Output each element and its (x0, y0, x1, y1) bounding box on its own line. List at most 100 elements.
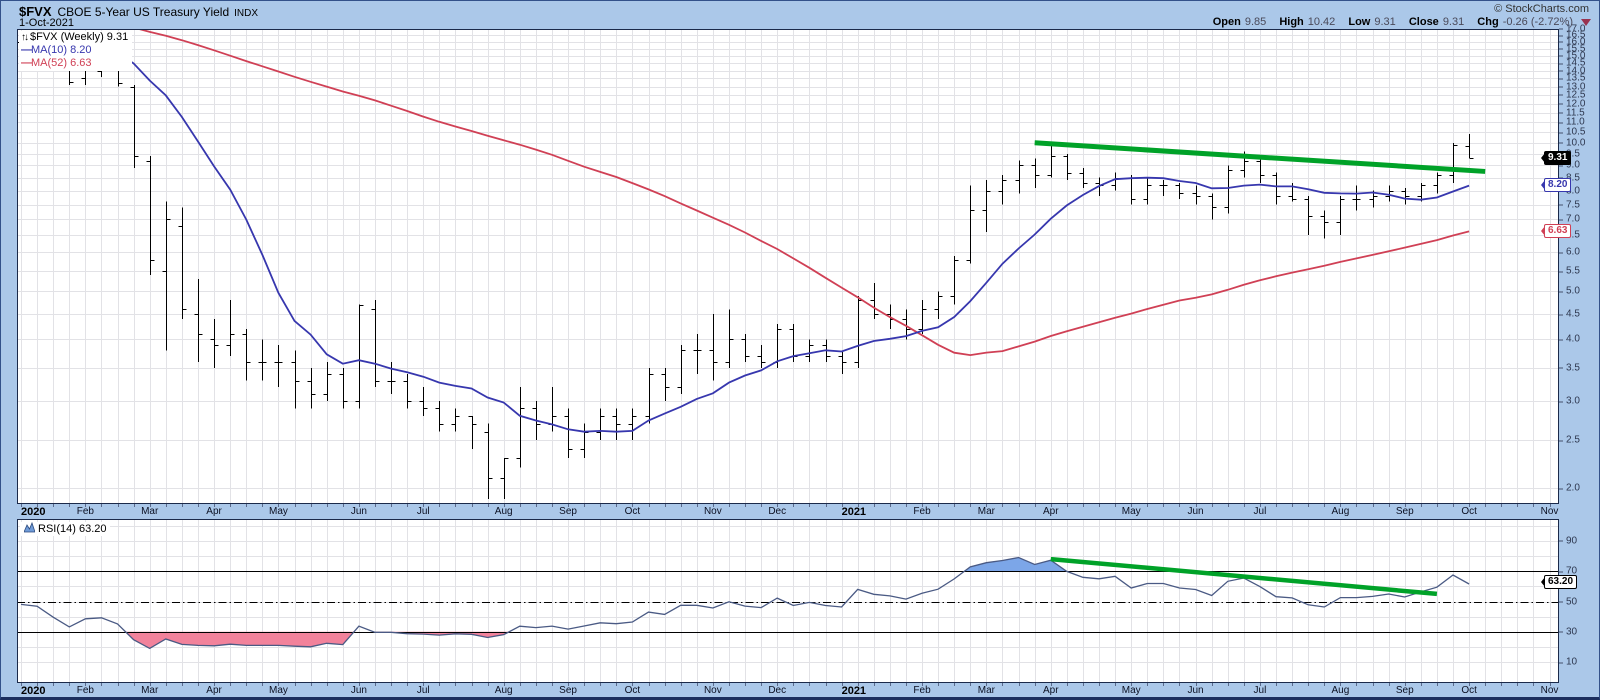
week-tick (890, 504, 891, 507)
week-tick (1389, 683, 1390, 686)
week-tick (1276, 504, 1277, 507)
price-axis-label: 6.0 (1559, 247, 1580, 258)
ohlc-bar (226, 300, 235, 357)
ohlc-bar (1256, 158, 1265, 183)
week-tick (632, 504, 633, 507)
month-label: Apr (1042, 685, 1059, 696)
rsi-axis-label: 30 (1559, 626, 1577, 637)
ohlc-bar (1192, 185, 1201, 205)
week-tick (1437, 683, 1438, 686)
week-tick (1083, 683, 1084, 686)
week-tick (1099, 504, 1100, 507)
week-tick (472, 504, 473, 507)
week-tick (1453, 683, 1454, 686)
rsi-overbought-fill (964, 557, 1067, 572)
ohlc-bar (1336, 196, 1345, 236)
month-label: Feb (913, 506, 931, 517)
high-value: 10.42 (1307, 16, 1336, 28)
price-y-axis: 2.0 2.5 3.0 3.5 4.0 4.5 5.0 5.5 6.0 6.5 7.0 7.5 8.0 8… (1559, 23, 1600, 504)
ma52-line (135, 29, 1470, 357)
week-tick (150, 683, 151, 686)
quote-row: Open 9.85 High 10.42 Low 9.31 Close 9.31 Chg… (1203, 16, 1573, 28)
x-axis-band-bottom: 2020 Feb Mar Apr May Jun Jul Aug Sep Oct Nov Dec 202… (1, 683, 1600, 699)
week-tick (793, 683, 794, 686)
week-tick (391, 683, 392, 686)
ohlc-bar (178, 207, 187, 319)
week-tick (407, 683, 408, 686)
price-axis-label: 7.5 (1559, 199, 1580, 210)
week-tick (488, 683, 489, 686)
month-label: Apr (206, 506, 222, 517)
week-tick (246, 683, 247, 686)
ohlc-bar (661, 367, 670, 402)
month-label: May (1121, 685, 1141, 696)
month-label: Oct (624, 685, 641, 696)
month-label: Mar (977, 506, 996, 517)
week-tick (858, 683, 859, 686)
month-label: Mar (977, 685, 996, 696)
week-tick (407, 504, 408, 507)
ohlc-bar (1304, 196, 1313, 236)
week-tick (1067, 683, 1068, 686)
ohlc-bar (371, 300, 380, 388)
ohlc-bar (612, 408, 621, 441)
week-tick (166, 504, 167, 507)
ohlc-bar (1385, 185, 1394, 202)
price-axis-label: 2.0 (1559, 483, 1580, 494)
week-tick (278, 683, 279, 686)
ohlc-bar (258, 339, 267, 381)
week-tick (568, 504, 569, 507)
week-tick (85, 504, 86, 507)
week-tick (53, 504, 54, 507)
month-label: Apr (206, 685, 222, 696)
ohlc-bar (1143, 177, 1152, 205)
header-title-row: $FVX CBOE 5-Year US Treasury Yield INDX (19, 3, 258, 19)
ohlc-bar (950, 255, 959, 305)
week-tick (874, 504, 875, 507)
month-label: May (268, 685, 288, 696)
ohlc-bar (242, 328, 251, 381)
month-label: Sep (559, 685, 577, 696)
week-tick (906, 683, 907, 686)
chg-label: Chg (1477, 16, 1499, 28)
week-tick (842, 504, 843, 507)
symbol-name: CBOE 5-Year US Treasury Yield (57, 5, 230, 19)
week-tick (327, 683, 328, 686)
ohlc-bar (1159, 180, 1168, 197)
week-tick (375, 683, 376, 686)
ohlc-bar (194, 278, 203, 362)
month-label: Sep (559, 506, 577, 517)
week-tick (1501, 683, 1502, 686)
main-price-plot[interactable] (17, 29, 1559, 504)
high-label: High (1279, 16, 1304, 28)
axis-tag-6.63: 6.63 (1540, 223, 1572, 238)
ohlc-bar (918, 300, 927, 335)
week-tick (713, 504, 714, 507)
week-tick (954, 683, 955, 686)
year-label: 2021 (841, 506, 867, 518)
week-tick (1405, 683, 1406, 686)
rsi-plot[interactable] (17, 519, 1559, 683)
month-label: Dec (768, 685, 787, 696)
price-axis-label: 11.5 (1559, 107, 1585, 118)
price-axis-label: 4.0 (1559, 334, 1580, 345)
ohlc-bar (1079, 167, 1088, 188)
week-tick (665, 504, 666, 507)
week-tick (842, 683, 843, 686)
axis-tag-63.20: 63.20 (1540, 574, 1578, 589)
week-tick (1533, 683, 1534, 686)
week-tick (327, 504, 328, 507)
month-label: Aug (1331, 506, 1350, 517)
week-tick (504, 504, 505, 507)
week-tick (632, 683, 633, 686)
week-tick (1002, 683, 1003, 686)
rsi-axis-label: 70 (1559, 566, 1577, 577)
week-tick (1373, 683, 1374, 686)
week-tick (616, 504, 617, 507)
ohlc-bar (484, 423, 493, 500)
week-tick (665, 683, 666, 686)
ohlc-bar (677, 344, 686, 395)
week-tick (69, 683, 70, 686)
ohlc-bar (982, 180, 991, 232)
